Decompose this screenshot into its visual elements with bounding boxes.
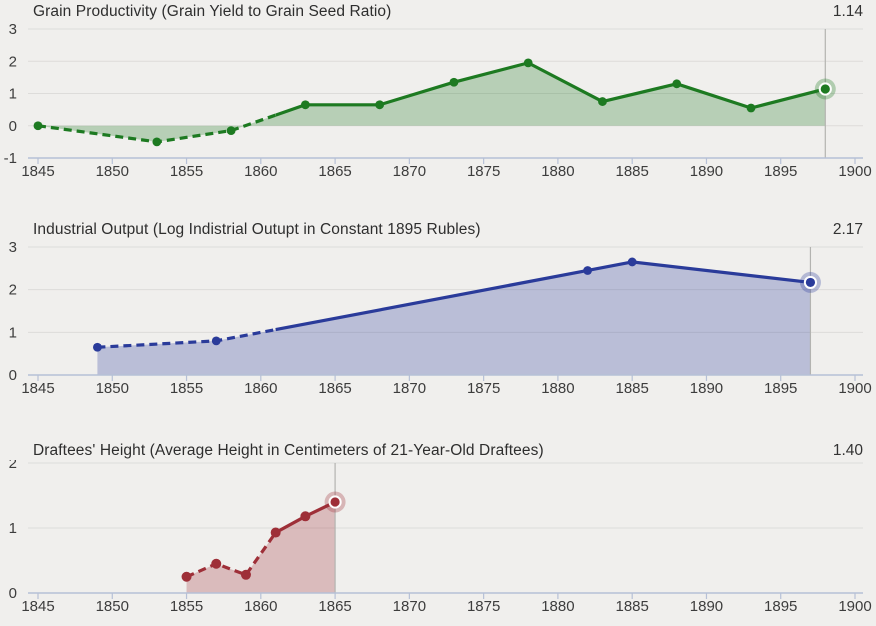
highlight-point[interactable] <box>818 82 832 96</box>
highlight-point[interactable] <box>328 495 342 509</box>
data-point[interactable] <box>583 266 593 275</box>
x-tick-label: 1855 <box>170 380 203 397</box>
data-point[interactable] <box>672 79 682 89</box>
data-point[interactable] <box>240 569 251 580</box>
x-tick-label: 1860 <box>244 163 277 180</box>
y-tick-label: 1 <box>9 520 17 537</box>
grain-productivity-plot[interactable]: 1845 1850 1855 1860 1865 1870 1875 1880 1885 1890… <box>0 22 876 209</box>
x-tick-label: 1855 <box>170 163 203 180</box>
data-point[interactable] <box>300 100 310 110</box>
data-point[interactable] <box>449 77 459 87</box>
x-tick-label: 1860 <box>244 380 277 397</box>
data-point[interactable] <box>270 527 281 538</box>
data-point[interactable] <box>152 137 162 147</box>
area-fill <box>186 502 336 593</box>
data-point[interactable] <box>300 511 311 522</box>
current-value-label: 1.40 <box>832 442 863 459</box>
data-point[interactable] <box>181 571 192 582</box>
data-point[interactable] <box>375 100 385 110</box>
x-tick-label: 1900 <box>838 163 871 180</box>
x-tick-label: 1865 <box>318 163 351 180</box>
area-fill <box>38 62 826 142</box>
chart-header: Draftees' Height (Average Height in Cent… <box>0 430 876 460</box>
data-point[interactable] <box>746 103 756 113</box>
draftees-height-plot[interactable]: 1845 1850 1855 1860 1865 1870 1875 1880 1885 1890… <box>0 460 876 626</box>
grain-productivity-chart: Grain Productivity (Grain Yield to Grain… <box>0 0 876 209</box>
chart-title: Grain Productivity (Grain Yield to Grain… <box>33 3 392 20</box>
data-point[interactable] <box>627 257 637 267</box>
x-tick-label: 1865 <box>318 380 351 397</box>
current-value-label: 1.14 <box>832 3 863 20</box>
x-tick-label: 1895 <box>764 380 797 397</box>
x-tick-label: 1855 <box>170 598 203 615</box>
y-tick-label: 0 <box>9 367 17 384</box>
x-tick-label: 1875 <box>467 380 500 397</box>
x-tick-label: 1900 <box>838 380 871 397</box>
x-tick-label: 1865 <box>318 598 351 615</box>
x-tick-label: 1875 <box>467 163 500 180</box>
x-tick-label: 1845 <box>21 380 54 397</box>
x-tick-label: 1895 <box>764 163 797 180</box>
data-point[interactable] <box>33 121 43 131</box>
x-tick-label: 1890 <box>690 380 723 397</box>
data-point[interactable] <box>598 97 607 106</box>
draftees-height-chart: Draftees' Height (Average Height in Cent… <box>0 430 876 626</box>
x-tick-label: 1870 <box>393 380 426 397</box>
chart-header: Industrial Output (Log Indistrial Outupt… <box>0 209 876 239</box>
x-tick-label: 1880 <box>541 380 574 397</box>
x-tick-label: 1890 <box>690 163 723 180</box>
y-tick-label: 1 <box>9 324 17 341</box>
highlight-point[interactable] <box>803 275 818 290</box>
series-line-solid <box>275 260 811 332</box>
data-point[interactable] <box>211 558 222 569</box>
x-tick-label: 1890 <box>690 598 723 615</box>
area-fill <box>97 261 811 375</box>
x-tick-label: 1880 <box>541 163 574 180</box>
chart-header: Grain Productivity (Grain Yield to Grain… <box>0 0 876 22</box>
x-tick-label: 1850 <box>96 163 129 180</box>
industrial-output-plot[interactable]: 1845 1850 1855 1860 1865 1870 1875 1880 1885 1890… <box>0 239 876 430</box>
y-tick-label: 3 <box>9 22 17 38</box>
y-tick-label: 2 <box>9 282 17 299</box>
chart-title: Draftees' Height (Average Height in Cent… <box>33 442 544 459</box>
y-tick-label: 2 <box>9 460 17 472</box>
x-tick-label: 1850 <box>96 598 129 615</box>
current-value-label: 2.17 <box>832 221 863 238</box>
series-line-dashed <box>185 531 277 579</box>
data-point[interactable] <box>211 336 221 346</box>
industrial-output-chart: Industrial Output (Log Indistrial Outupt… <box>0 209 876 430</box>
x-tick-label: 1860 <box>244 598 277 615</box>
x-tick-label: 1870 <box>393 598 426 615</box>
data-point[interactable] <box>523 58 533 68</box>
y-tick-label: 3 <box>9 239 17 256</box>
y-tick-label: 1 <box>9 86 17 103</box>
series-line-dashed <box>37 113 277 144</box>
x-tick-label: 1885 <box>615 598 648 615</box>
x-tick-label: 1870 <box>393 163 426 180</box>
x-tick-label: 1895 <box>764 598 797 615</box>
x-tick-label: 1850 <box>96 380 129 397</box>
y-tick-label: 2 <box>9 53 17 70</box>
data-point[interactable] <box>226 126 236 135</box>
data-point[interactable] <box>93 342 102 352</box>
x-tick-label: 1900 <box>838 598 871 615</box>
x-tick-label: 1885 <box>615 163 648 180</box>
x-tick-label: 1845 <box>21 163 54 180</box>
y-tick-label: -1 <box>4 150 17 167</box>
y-tick-label: 0 <box>9 585 17 602</box>
chart-title: Industrial Output (Log Indistrial Outupt… <box>33 221 481 238</box>
y-tick-label: 0 <box>9 118 17 135</box>
x-tick-label: 1845 <box>21 598 54 615</box>
x-tick-label: 1875 <box>467 598 500 615</box>
x-tick-label: 1880 <box>541 598 574 615</box>
x-tick-label: 1885 <box>615 380 648 397</box>
